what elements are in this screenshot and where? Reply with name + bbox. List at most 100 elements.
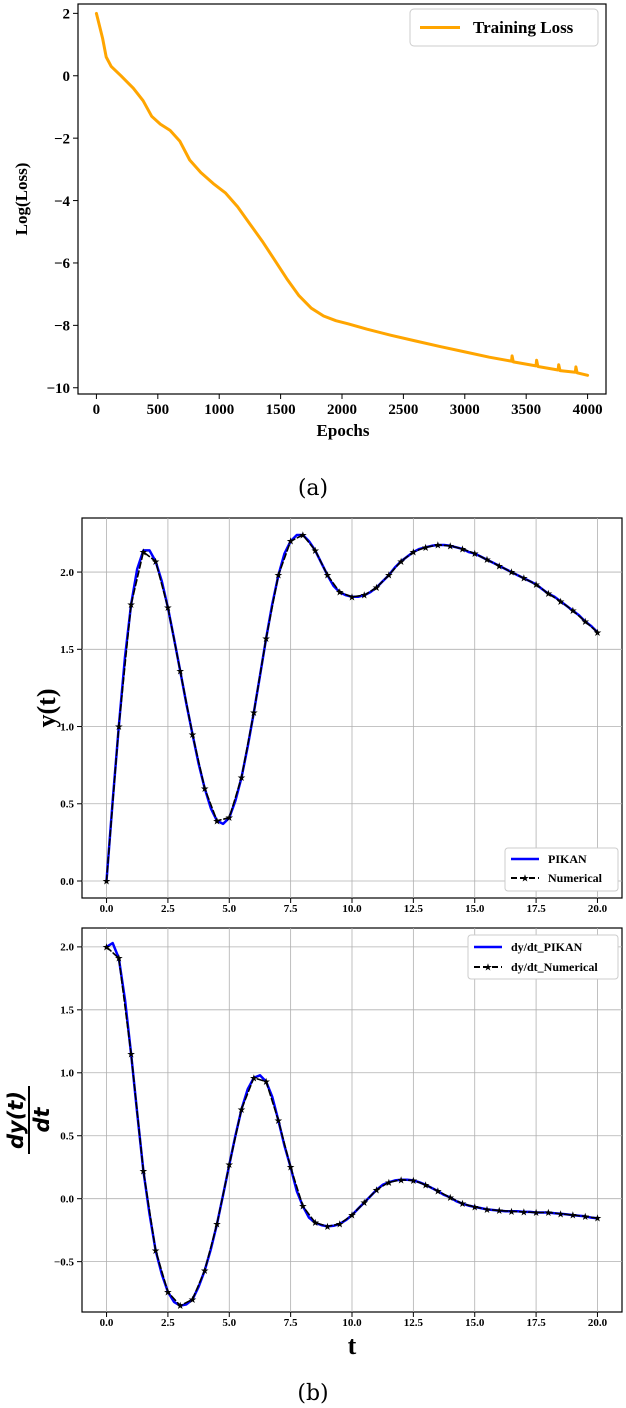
grid-b1	[82, 518, 622, 898]
data-point-marker: ★	[495, 561, 504, 572]
y-tick-label: 2.0	[60, 942, 74, 954]
x-tick-label: 17.5	[526, 1317, 546, 1329]
data-point-marker: ★	[127, 1049, 136, 1060]
x-ticks-a: 0 500 1000 1500 2000 2500 3000 3500 4000	[93, 394, 603, 418]
data-point-marker: ★	[249, 708, 258, 719]
y-tick-label: −2	[54, 131, 70, 147]
data-point-marker: ★	[556, 597, 565, 608]
x-tick-label: 10.0	[342, 1317, 362, 1329]
data-point-marker: ★	[507, 568, 516, 579]
x-tick-label: 12.5	[404, 903, 424, 915]
y-t-chart: 0.0 2.5 5.0 7.5 10.0 12.5 15.0 17.5 20.0 0.0 0.5 1…	[32, 517, 623, 915]
x-tick-label: 17.5	[526, 903, 546, 915]
x-tick-label: 2500	[388, 402, 418, 418]
data-point-marker: ★	[225, 813, 234, 824]
legend-label-training-loss: Training Loss	[473, 18, 574, 37]
data-point-marker: ★	[249, 1073, 258, 1084]
data-point-marker: ★	[274, 1116, 283, 1127]
data-point-marker: ★	[372, 1185, 381, 1196]
data-point-marker: ★	[397, 557, 406, 568]
data-point-marker: ★	[274, 571, 283, 582]
data-point-marker: ★	[323, 1222, 332, 1233]
x-tick-label: 500	[147, 402, 170, 418]
data-point-marker: ★	[384, 571, 393, 582]
x-tick-label: 15.0	[465, 903, 485, 915]
data-point-marker: ★	[237, 1105, 246, 1116]
data-point-marker: ★	[348, 1211, 357, 1222]
legend-a: Training Loss	[409, 8, 599, 47]
y-axis-label-a: Log(Loss)	[12, 163, 31, 236]
legend-b1: PIKAN ★ Numerical	[504, 847, 619, 892]
data-point-marker: ★	[483, 555, 492, 566]
data-point-marker: ★	[483, 1205, 492, 1216]
data-point-marker: ★	[188, 1295, 197, 1306]
grid-b2	[82, 928, 622, 1312]
data-point-marker: ★	[151, 557, 160, 568]
data-point-marker: ★	[593, 1214, 602, 1225]
x-ticks-b1: 0.0 2.5 5.0 7.5 10.0 12.5 15.0 17.5 20.0	[100, 898, 608, 915]
data-point-marker: ★	[348, 592, 357, 603]
y-tick-label: 0.5	[60, 799, 74, 811]
y-axis-label-b2: dy(t) dt	[4, 1086, 54, 1154]
series-b2: ★★★★★★★★★★★★★ ★★★★★ ★ ★★★★★ ★ ★ ★★★★ ★ ★ ★ ★ ★ ★ ★ ★ ★ ★…	[102, 941, 602, 1312]
data-point-marker: ★	[421, 543, 430, 554]
x-tick-label: 0.0	[100, 903, 114, 915]
y-tick-label: −4	[54, 194, 71, 210]
y-tick-label: −6	[54, 256, 71, 272]
data-point-marker: ★	[397, 1175, 406, 1186]
x-tick-label: 2.5	[161, 903, 175, 915]
data-point-marker: ★	[544, 589, 553, 600]
data-point-marker: ★	[286, 537, 295, 548]
data-point-marker: ★	[335, 588, 344, 599]
data-point-marker: ★	[360, 1198, 369, 1209]
data-point-marker: ★	[163, 603, 172, 614]
y-ticks-a: 2 0 −2 −4 −6 −8 −10	[46, 7, 78, 397]
x-tick-label: 3500	[511, 402, 541, 418]
y-axis-label-denominator: dt	[30, 1107, 54, 1133]
y-ticks-b1: 0.0 0.5 1.0 1.5 2.0	[60, 567, 82, 888]
data-point-marker: ★	[188, 730, 197, 741]
legend-label-pikan: PIKAN	[548, 852, 587, 866]
y-tick-label: −10	[46, 381, 70, 397]
y-ticks-b2: 2.0 1.5 1.0 0.5 0.0 −0.5	[54, 942, 82, 1268]
dy-dt-chart: 0.0 2.5 5.0 7.5 10.0 12.5 15.0 17.5 20.0 2.0 1.5 1…	[4, 927, 623, 1360]
data-point-marker: ★	[568, 606, 577, 617]
data-point-marker: ★	[200, 1266, 209, 1277]
x-tick-label: 7.5	[284, 1317, 298, 1329]
data-point-marker: ★	[519, 574, 528, 585]
legend-label-dydt-numerical: dy/dt_Numerical	[511, 960, 598, 974]
data-point-marker: ★	[458, 544, 467, 555]
data-point-marker: ★	[495, 1206, 504, 1217]
x-tick-label: 7.5	[284, 903, 298, 915]
series-line-training-loss	[94, 11, 590, 377]
data-point-marker: ★	[446, 541, 455, 552]
data-point-marker: ★	[286, 1163, 295, 1174]
data-point-marker: ★	[311, 1218, 320, 1229]
data-point-marker: ★	[433, 541, 442, 552]
y-tick-label: 0	[63, 69, 71, 85]
data-point-marker: ★	[446, 1193, 455, 1204]
series-b1: ★★★★★★★★★★ ★★★★★★★★★★ ★ ★★★★★ ★ ★ ★ ★ ★★★★★★★★★★…	[102, 530, 602, 887]
x-tick-label: 5.0	[222, 1317, 236, 1329]
y-tick-label: 1.5	[60, 644, 74, 656]
data-point-marker: ★	[372, 583, 381, 594]
legend-b2: dy/dt_PIKAN ★ dy/dt_Numerical	[467, 934, 619, 980]
series-line-numerical	[105, 534, 599, 882]
y-tick-label: 1.5	[60, 1005, 74, 1017]
data-point-marker: ★	[507, 1207, 516, 1218]
data-point-marker: ★	[102, 942, 111, 953]
legend-label-numerical: Numerical	[548, 871, 603, 885]
x-tick-label: 12.5	[404, 1317, 424, 1329]
x-tick-label: 1000	[204, 402, 234, 418]
x-tick-label: 4000	[573, 402, 603, 418]
data-point-marker: ★	[139, 1166, 148, 1177]
y-tick-label: −8	[54, 319, 70, 335]
data-point-marker: ★	[163, 1287, 172, 1298]
data-point-marker: ★	[213, 1219, 222, 1230]
x-tick-label: 3000	[450, 402, 480, 418]
data-point-marker: ★	[458, 1199, 467, 1210]
data-point-marker: ★	[114, 954, 123, 965]
data-point-marker: ★	[556, 1209, 565, 1220]
legend-marker-dydt-numerical: ★	[484, 963, 493, 974]
